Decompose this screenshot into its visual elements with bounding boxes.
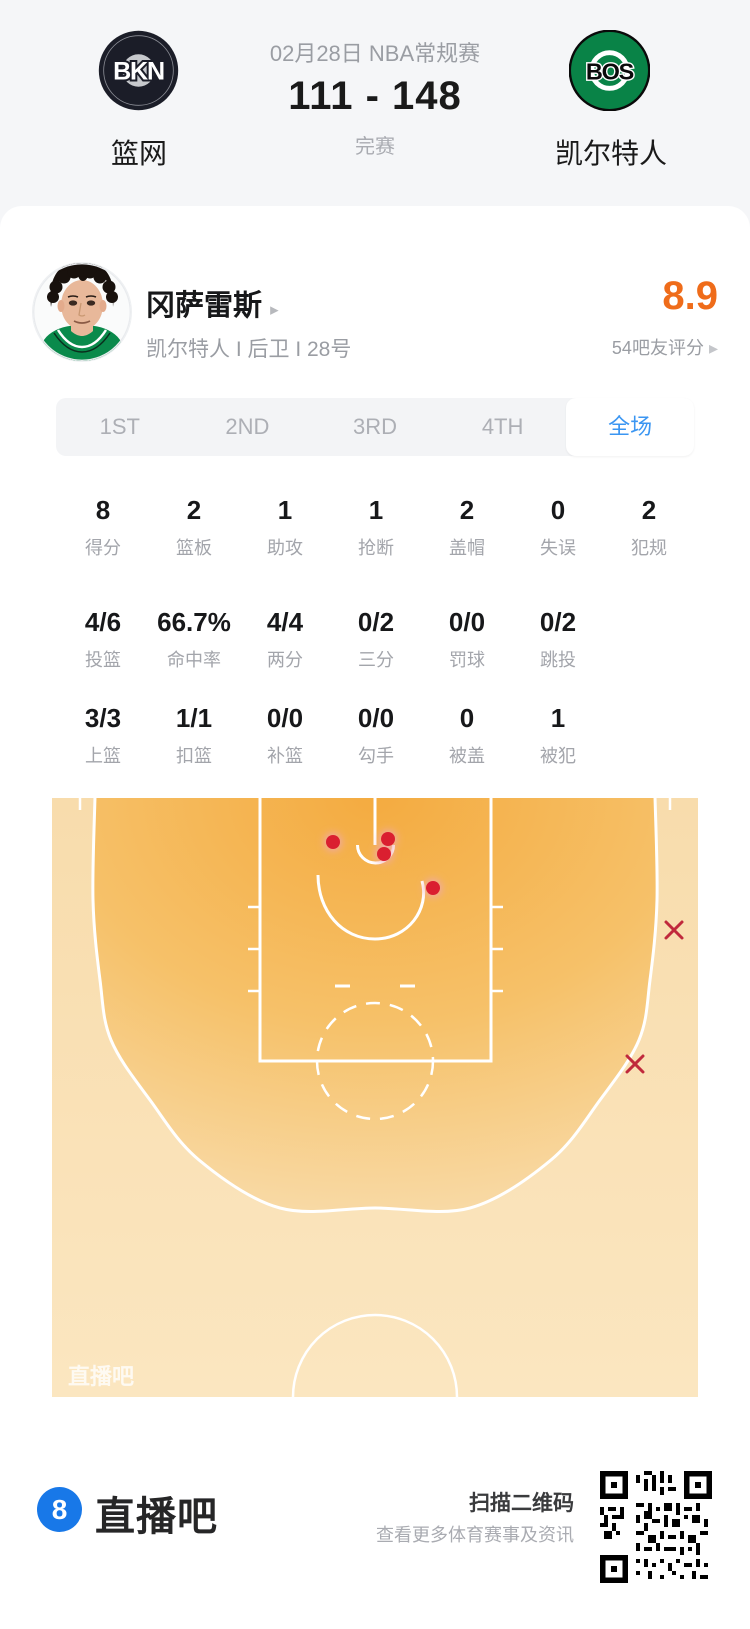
svg-text:BOS: BOS: [586, 58, 634, 84]
svg-text:直播吧: 直播吧: [68, 1364, 134, 1389]
svg-text:BKN: BKN: [113, 57, 164, 85]
